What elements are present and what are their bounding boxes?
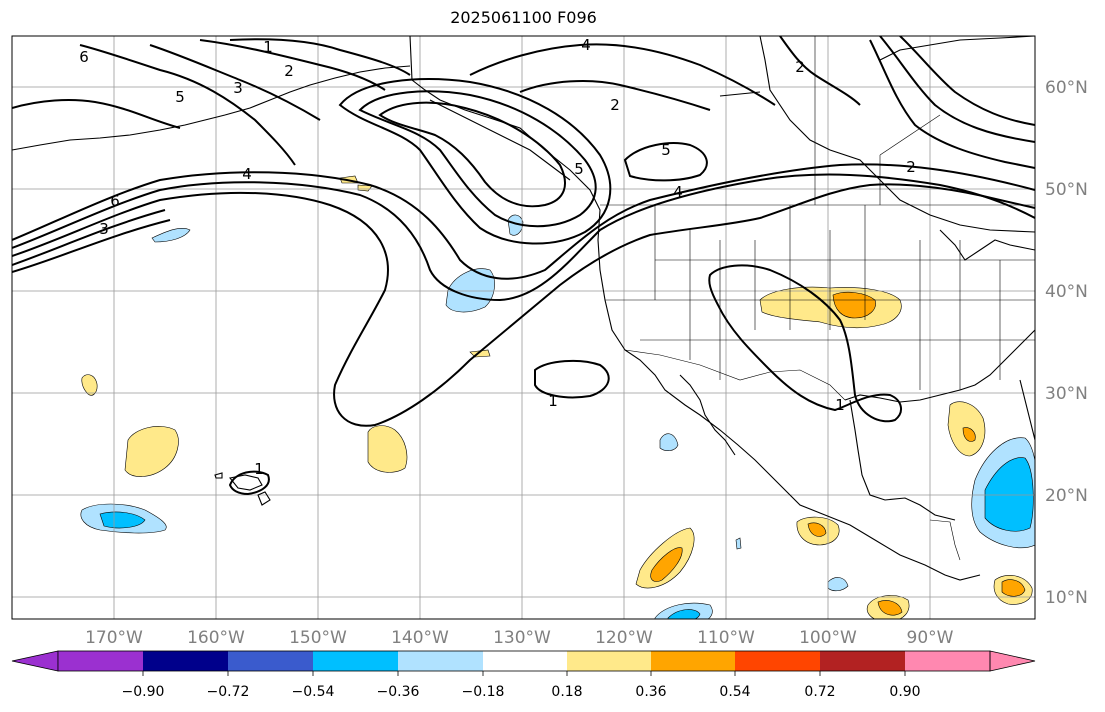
colorbar-segment <box>567 651 651 671</box>
negative-anomaly-region <box>827 577 849 592</box>
colorbar-labels: −0.90 −0.72 −0.54 −0.36 −0.18 0.18 0.36 … <box>122 684 921 700</box>
positive-anomaly-core <box>962 427 976 442</box>
colorbar: −0.90 −0.72 −0.54 −0.36 −0.18 0.18 0.36 … <box>11 650 1036 700</box>
contour-label: 2 <box>795 58 805 76</box>
contour-label: 1 <box>835 396 845 414</box>
positive-anomaly-core <box>650 547 683 582</box>
colorbar-segment <box>313 651 398 671</box>
positive-anomaly-core <box>877 600 903 616</box>
lon-tick-label: 140°W <box>391 628 449 648</box>
positive-anomaly-region <box>357 184 373 192</box>
negative-anomaly-region <box>151 227 191 243</box>
contour-label: 1 <box>254 460 264 478</box>
negative-anomaly-region <box>507 214 524 236</box>
contour-label: 6 <box>110 192 120 210</box>
contour-label: 4 <box>673 183 683 201</box>
colorbar-label: −0.36 <box>377 684 420 700</box>
colorbar-segment <box>398 651 483 671</box>
lon-tick-label: 90°W <box>907 628 954 648</box>
contour-label: 4 <box>242 165 252 183</box>
colorbar-label: 0.18 <box>551 684 582 700</box>
negative-anomaly-region <box>445 268 495 313</box>
contour-label: 5 <box>661 141 671 159</box>
contour-label-group: 6 1 4 2 3 5 5 2 2 5 4 2 6 3 4 1 1 1 <box>79 36 916 478</box>
contour-label: 4 <box>581 36 591 54</box>
latitude-axis: 60°N 50°N 40°N 30°N 20°N 10°N <box>1045 78 1088 608</box>
contour-label: 2 <box>610 96 620 114</box>
lon-tick-label: 120°W <box>595 628 653 648</box>
lon-tick-label: 100°W <box>799 628 857 648</box>
contour-label: 5 <box>175 88 185 106</box>
lon-tick-label: 110°W <box>697 628 755 648</box>
contour-label: 3 <box>233 79 243 97</box>
colorbar-segment <box>905 651 990 671</box>
colorbar-segment <box>483 651 567 671</box>
positive-anomaly-core <box>807 522 827 537</box>
colorbar-extend-low <box>11 650 59 672</box>
contour-label: 3 <box>99 220 109 238</box>
colorbar-label: −0.54 <box>292 684 335 700</box>
lat-tick-label: 20°N <box>1045 486 1088 506</box>
lon-tick-label: 150°W <box>289 628 347 648</box>
colorbar-label: 0.36 <box>635 684 666 700</box>
lat-tick-label: 10°N <box>1045 588 1088 608</box>
colorbar-label: 0.54 <box>719 684 750 700</box>
plot-title: 2025061100 F096 <box>450 8 597 27</box>
colorbar-segment <box>735 651 820 671</box>
colorbar-segment <box>651 651 735 671</box>
lon-tick-label: 130°W <box>493 628 551 648</box>
graticule <box>12 36 1035 619</box>
political-boundaries <box>600 36 1035 561</box>
negative-anomaly-region <box>735 537 742 550</box>
contour-lines <box>12 36 1035 496</box>
positive-anomaly-region <box>81 374 98 396</box>
colorbar-label: −0.90 <box>122 684 165 700</box>
negative-anomaly-core <box>99 511 146 529</box>
positive-anomaly-region <box>124 426 179 477</box>
colorbar-segment <box>58 651 143 671</box>
colorbar-segment <box>143 651 228 671</box>
contour-label: 2 <box>284 62 294 80</box>
lon-tick-label: 170°W <box>85 628 143 648</box>
colorbar-label: 0.90 <box>889 684 920 700</box>
contour-label: 5 <box>574 160 584 178</box>
lat-tick-label: 40°N <box>1045 282 1088 302</box>
map-frame <box>11 35 1036 620</box>
colorbar-ticks <box>142 671 906 676</box>
positive-anomaly-core <box>1001 579 1026 597</box>
colorbar-segment <box>820 651 905 671</box>
colorbar-label: −0.72 <box>207 684 250 700</box>
colorbar-label: 0.72 <box>804 684 835 700</box>
contour-label: 1 <box>548 392 558 410</box>
contour-label: 1 <box>263 38 273 56</box>
contour-label: 2 <box>906 158 916 176</box>
contour-label: 6 <box>79 48 89 66</box>
negative-anomaly-core <box>667 609 701 619</box>
lon-tick-label: 160°W <box>187 628 245 648</box>
colorbar-segment <box>228 651 313 671</box>
colorbar-label: −0.18 <box>462 684 505 700</box>
longitude-axis: 170°W 160°W 150°W 140°W 130°W 120°W 110°… <box>85 628 954 648</box>
negative-anomaly-region <box>659 433 679 451</box>
shaded-anomaly-regions <box>80 175 1035 619</box>
lat-tick-label: 30°N <box>1045 384 1088 404</box>
lat-tick-label: 50°N <box>1045 180 1088 200</box>
lat-tick-label: 60°N <box>1045 78 1088 98</box>
colorbar-extend-high <box>989 650 1036 672</box>
positive-anomaly-region <box>367 425 408 473</box>
